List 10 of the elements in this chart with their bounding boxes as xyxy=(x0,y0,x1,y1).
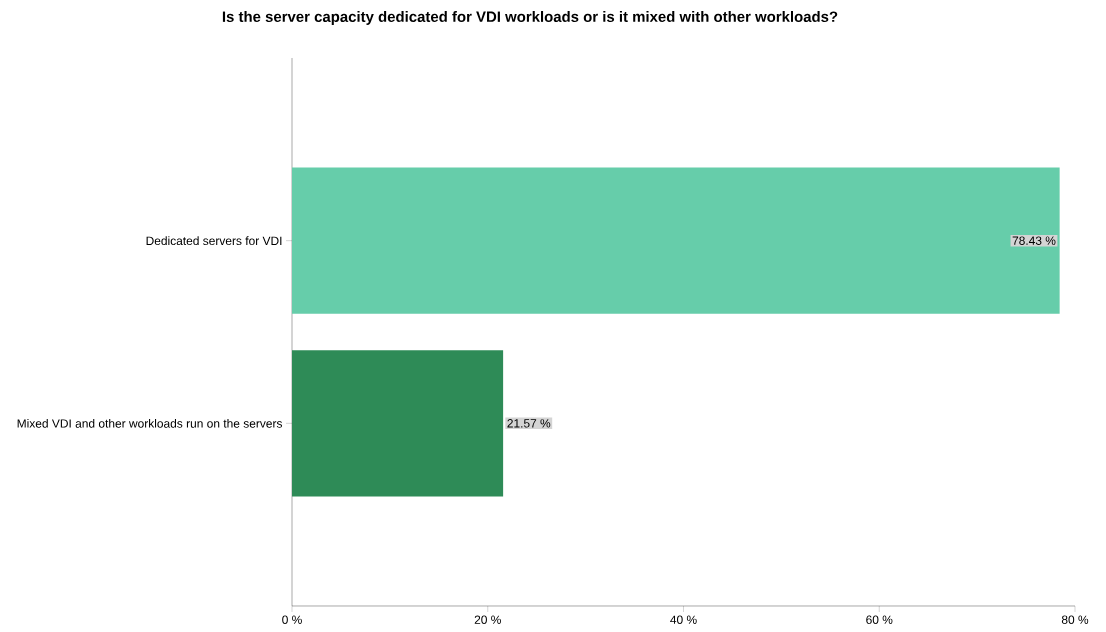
x-tick-label: 60 % xyxy=(866,615,893,624)
x-tick-label: 80 % xyxy=(1061,615,1089,624)
x-tick-label: 0 % xyxy=(282,615,302,624)
chart-title: Is the server capacity dedicated for VDI workloads or is it mixed with other workloads? xyxy=(222,11,838,25)
y-tick-label: Mixed VDI and other workloads run on the servers xyxy=(17,418,283,428)
data-label: 78.43 % xyxy=(1012,236,1056,245)
y-tick-label: Dedicated servers for VDI xyxy=(146,236,282,246)
x-tick-label: 40 % xyxy=(670,615,697,624)
x-tick-label: 20 % xyxy=(474,615,501,624)
data-label: 21.57 % xyxy=(507,419,551,428)
